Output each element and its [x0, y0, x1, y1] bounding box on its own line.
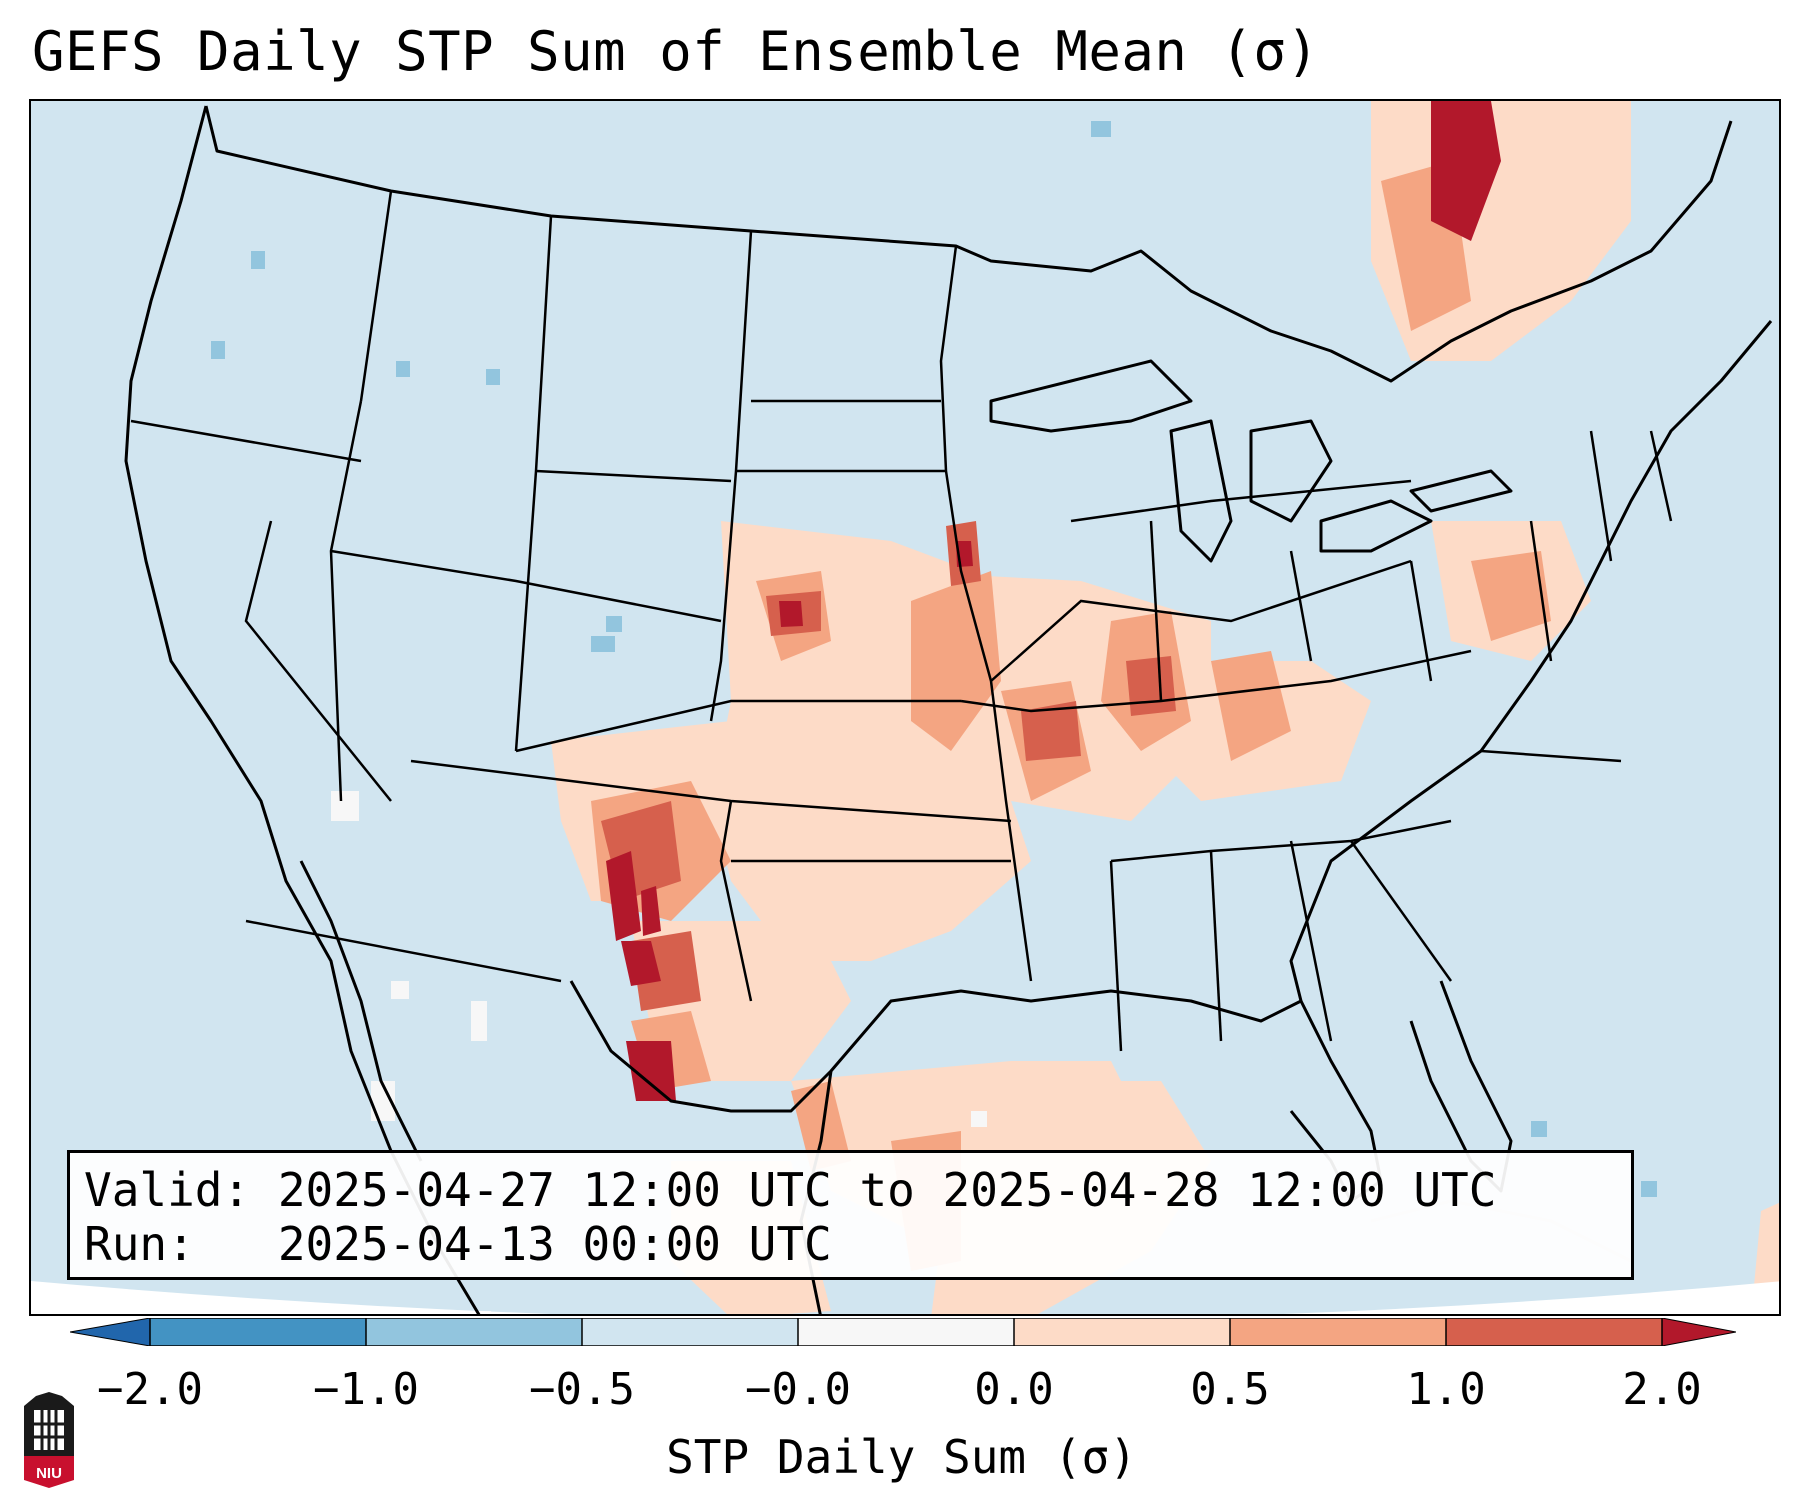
- niu-logo-icon: NIU: [24, 1392, 74, 1488]
- run-line: Run: 2025-04-13 00:00 UTC: [84, 1217, 832, 1271]
- tick-label: 1.0: [1406, 1364, 1486, 1415]
- tick-label: 0.0: [974, 1364, 1054, 1415]
- map-canvas: [31, 101, 1779, 1314]
- tick-label: −1.0: [313, 1364, 419, 1415]
- colorbar-label: STP Daily Sum (σ): [666, 1430, 1137, 1484]
- tick-label: −2.0: [97, 1364, 203, 1415]
- tick-label: 0.5: [1190, 1364, 1270, 1415]
- state-lines: [130, 190, 1673, 1052]
- tick-label: 2.0: [1622, 1364, 1702, 1415]
- map-panel: [29, 99, 1781, 1316]
- logo-text: NIU: [36, 1465, 62, 1482]
- tick-label: −0.5: [529, 1364, 635, 1415]
- valid-time-box: Valid: 2025-04-27 12:00 UTC to 2025-04-2…: [67, 1150, 1634, 1280]
- colorbar: [70, 1318, 1736, 1346]
- chart-title: GEFS Daily STP Sum of Ensemble Mean (σ): [32, 20, 1320, 83]
- tick-label: −0.0: [745, 1364, 851, 1415]
- valid-line: Valid: 2025-04-27 12:00 UTC to 2025-04-2…: [84, 1163, 1497, 1217]
